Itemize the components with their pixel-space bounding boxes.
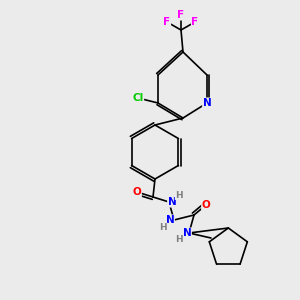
Text: H: H bbox=[175, 236, 183, 244]
Text: O: O bbox=[133, 187, 141, 197]
Text: F: F bbox=[177, 10, 184, 20]
Text: N: N bbox=[202, 98, 211, 108]
Text: F: F bbox=[164, 17, 171, 27]
Text: H: H bbox=[175, 190, 183, 200]
Text: H: H bbox=[159, 223, 167, 232]
Text: N: N bbox=[166, 215, 174, 225]
Text: F: F bbox=[191, 17, 199, 27]
Text: Cl: Cl bbox=[132, 93, 144, 103]
Text: N: N bbox=[183, 228, 191, 238]
Text: O: O bbox=[202, 200, 210, 210]
Text: N: N bbox=[168, 197, 176, 207]
